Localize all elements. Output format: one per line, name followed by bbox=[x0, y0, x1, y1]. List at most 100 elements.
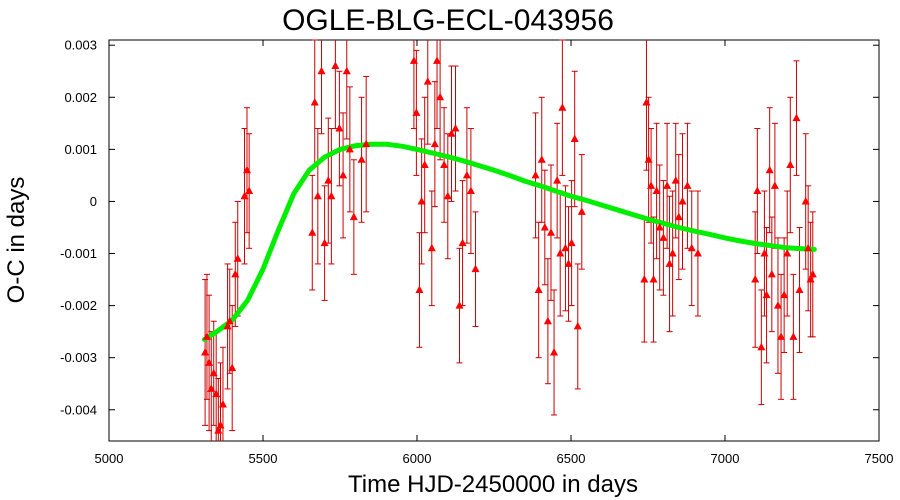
data-point bbox=[577, 207, 586, 215]
y-tick-label: 0.002 bbox=[64, 90, 97, 105]
data-point bbox=[455, 301, 464, 309]
data-point bbox=[640, 275, 649, 283]
data-point bbox=[202, 332, 211, 340]
y-tick-label: 0.003 bbox=[64, 38, 97, 53]
data-point bbox=[331, 61, 340, 70]
data-point bbox=[561, 243, 570, 252]
data-point bbox=[762, 290, 771, 299]
data-point bbox=[795, 285, 804, 293]
data-point bbox=[556, 249, 565, 257]
chart-title: OGLE-BLG-ECL-043956 bbox=[282, 4, 614, 37]
data-point bbox=[409, 56, 418, 64]
data-point bbox=[751, 275, 760, 283]
data-point bbox=[753, 186, 762, 195]
y-tick-label: -0.001 bbox=[60, 246, 97, 261]
data-point bbox=[327, 191, 336, 200]
data-point bbox=[231, 269, 240, 278]
x-tick-label: 5500 bbox=[249, 451, 278, 466]
data-point bbox=[655, 222, 664, 231]
data-point bbox=[531, 170, 540, 179]
y-axis-label: O-C in days bbox=[3, 177, 30, 304]
x-tick-label: 6500 bbox=[557, 451, 586, 466]
data-point bbox=[687, 243, 696, 252]
error-bars bbox=[202, 39, 816, 441]
data-point bbox=[567, 238, 576, 247]
data-point bbox=[216, 420, 225, 429]
data-point bbox=[440, 160, 449, 168]
data-point bbox=[543, 316, 552, 325]
data-point bbox=[357, 155, 366, 163]
data-point bbox=[573, 321, 582, 330]
data-point bbox=[324, 176, 333, 184]
data-point bbox=[683, 181, 692, 189]
data-point bbox=[339, 170, 348, 179]
data-point bbox=[786, 160, 795, 168]
data-point bbox=[308, 228, 317, 236]
data-point bbox=[546, 228, 555, 236]
data-point bbox=[558, 103, 567, 111]
y-tick-label: 0 bbox=[90, 194, 97, 209]
data-point bbox=[783, 249, 792, 257]
data-point bbox=[550, 347, 559, 356]
data-point bbox=[674, 212, 683, 221]
data-point bbox=[773, 301, 782, 309]
data-point bbox=[765, 165, 774, 174]
data-point bbox=[806, 275, 815, 283]
data-point bbox=[310, 97, 319, 106]
data-point bbox=[212, 389, 221, 398]
data-point bbox=[760, 249, 769, 257]
fit-curve-line bbox=[202, 141, 817, 342]
data-point bbox=[540, 222, 549, 231]
data-point bbox=[245, 186, 254, 195]
data-point bbox=[242, 165, 251, 174]
data-point bbox=[570, 134, 579, 142]
data-point bbox=[317, 66, 326, 75]
data-point bbox=[471, 264, 480, 273]
data-point bbox=[780, 290, 789, 299]
data-point bbox=[420, 160, 429, 168]
data-point bbox=[659, 233, 668, 241]
data-point bbox=[792, 113, 801, 122]
x-tick-label: 7500 bbox=[865, 451, 894, 466]
data-point bbox=[214, 426, 223, 434]
data-point bbox=[240, 191, 249, 200]
data-point bbox=[451, 124, 460, 132]
data-point bbox=[665, 259, 674, 267]
data-point bbox=[320, 238, 329, 247]
data-point bbox=[362, 139, 371, 148]
y-tick-label: -0.003 bbox=[60, 350, 97, 365]
data-point bbox=[233, 254, 242, 262]
data-point bbox=[534, 285, 543, 293]
data-point bbox=[207, 384, 216, 392]
y-tick-label: -0.004 bbox=[60, 402, 97, 417]
data-point bbox=[537, 155, 546, 163]
data-point bbox=[423, 77, 432, 85]
data-point bbox=[430, 139, 439, 148]
data-point bbox=[225, 316, 234, 325]
data-point bbox=[777, 332, 786, 340]
data-point bbox=[433, 56, 442, 64]
data-point bbox=[427, 243, 436, 252]
data-point bbox=[647, 181, 656, 189]
x-tick-label: 6000 bbox=[403, 451, 432, 466]
data-point bbox=[789, 332, 798, 340]
y-tick-label: -0.002 bbox=[60, 298, 97, 313]
x-tick-label: 5000 bbox=[95, 451, 124, 466]
data-point bbox=[218, 400, 227, 408]
data-point bbox=[767, 269, 776, 278]
data-point bbox=[644, 155, 653, 163]
data-point bbox=[462, 170, 471, 179]
data-point bbox=[443, 191, 452, 200]
data-point bbox=[668, 249, 677, 257]
data-points bbox=[201, 56, 817, 434]
data-point bbox=[458, 238, 467, 247]
data-point bbox=[436, 92, 445, 101]
data-point bbox=[223, 321, 232, 330]
data-point bbox=[447, 129, 456, 137]
data-point bbox=[757, 342, 766, 351]
data-point bbox=[564, 259, 573, 267]
data-point bbox=[770, 181, 779, 189]
data-point bbox=[671, 176, 680, 184]
data-point bbox=[693, 249, 702, 257]
